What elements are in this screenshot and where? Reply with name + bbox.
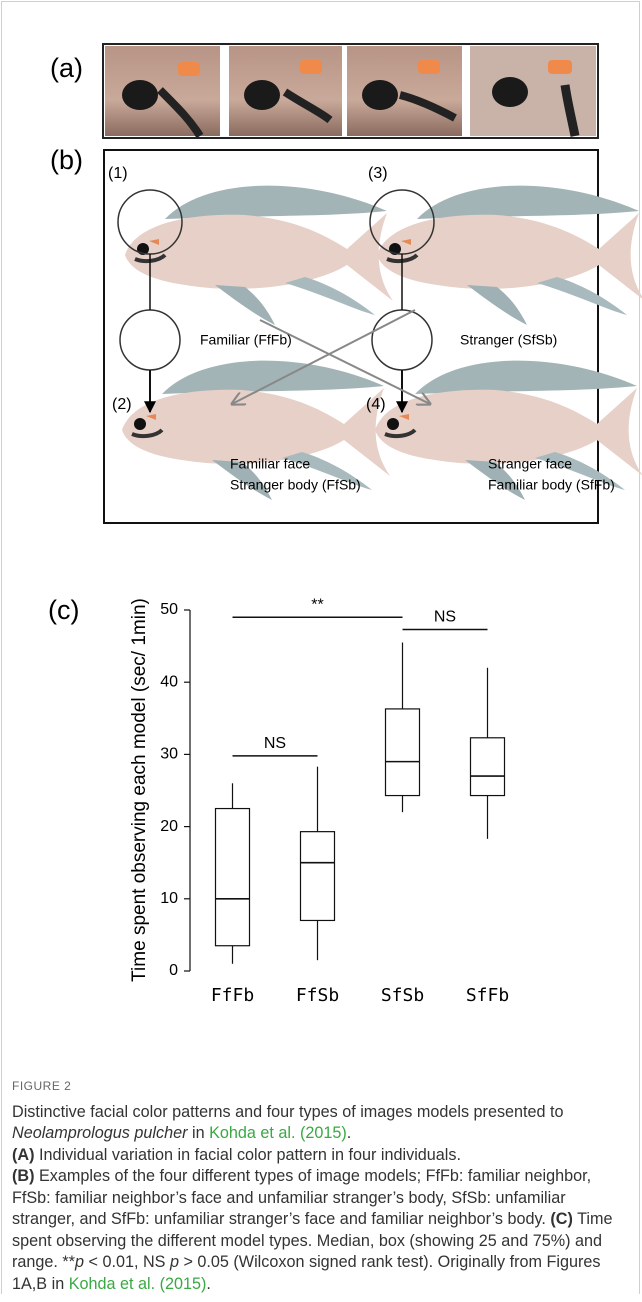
panel-label: (c) bbox=[48, 595, 79, 625]
significance-label: ** bbox=[311, 596, 323, 613]
model-label: Familiar body (SfFb) bbox=[488, 477, 615, 493]
sub-label: (1) bbox=[108, 165, 128, 182]
caption-text: Neolamprologus pulcher bbox=[12, 1124, 187, 1142]
page: (a) (b) (1) (2) (3) (4) Familiar (FfFb) … bbox=[0, 0, 642, 1302]
model-label: Stranger (SfSb) bbox=[460, 332, 557, 348]
figure-label: FIGURE 2 bbox=[12, 1076, 622, 1098]
significance-label: NS bbox=[434, 609, 456, 626]
reference-link[interactable]: Kohda et al. (2015) bbox=[209, 1124, 347, 1142]
box bbox=[386, 709, 420, 796]
caption-text: p bbox=[170, 1253, 179, 1271]
caption-text: (B) bbox=[12, 1167, 34, 1185]
x-tick-label: SfFb bbox=[466, 985, 509, 1006]
caption-text: . bbox=[347, 1124, 352, 1142]
x-tick-label: FfFb bbox=[211, 985, 254, 1006]
caption-text: Individual variation in facial color pat… bbox=[34, 1146, 461, 1164]
box bbox=[471, 738, 505, 796]
y-tick-label: 0 bbox=[169, 962, 178, 979]
y-tick-label: 40 bbox=[160, 673, 178, 690]
caption-text: (C) bbox=[550, 1210, 572, 1228]
model-label: Stranger body (FfSb) bbox=[230, 477, 361, 493]
face-photos bbox=[105, 46, 596, 136]
panel-label: (b) bbox=[50, 145, 83, 175]
y-tick-label: 30 bbox=[160, 746, 178, 763]
caption-text: (A) bbox=[12, 1146, 34, 1164]
sub-label: (2) bbox=[112, 396, 132, 413]
figure: (a) (b) (1) (2) (3) (4) Familiar (FfFb) … bbox=[0, 0, 642, 1060]
box-chart: Time spent observing each model (sec/ 1m… bbox=[129, 596, 509, 1006]
caption-text: Distinctive facial color patterns and fo… bbox=[12, 1103, 564, 1121]
sub-label: (3) bbox=[368, 165, 388, 182]
box bbox=[301, 832, 335, 921]
box bbox=[216, 809, 250, 946]
y-tick-label: 50 bbox=[160, 601, 178, 618]
model-label: Familiar face bbox=[230, 456, 310, 472]
model-label: Stranger face bbox=[488, 456, 572, 472]
y-axis-label: Time spent observing each model (sec/ 1m… bbox=[129, 598, 150, 982]
reference-link[interactable]: Kohda et al. (2015) bbox=[69, 1275, 207, 1293]
sub-label: (4) bbox=[366, 396, 386, 413]
caption-text: < 0.01, NS bbox=[84, 1253, 170, 1271]
y-tick-label: 10 bbox=[160, 890, 178, 907]
caption-text: p bbox=[75, 1253, 84, 1271]
model-label: Familiar (FfFb) bbox=[200, 332, 292, 348]
significance-label: NS bbox=[264, 735, 286, 752]
caption-text: Examples of the four different types of … bbox=[12, 1167, 591, 1228]
x-tick-label: FfSb bbox=[296, 985, 339, 1006]
caption: FIGURE 2 Distinctive facial color pattern… bbox=[12, 1076, 622, 1295]
caption-text: . bbox=[206, 1275, 211, 1293]
x-tick-label: SfSb bbox=[381, 985, 424, 1006]
caption-text: in bbox=[187, 1124, 209, 1142]
y-tick-label: 20 bbox=[160, 818, 178, 835]
panel-label: (a) bbox=[50, 53, 83, 83]
